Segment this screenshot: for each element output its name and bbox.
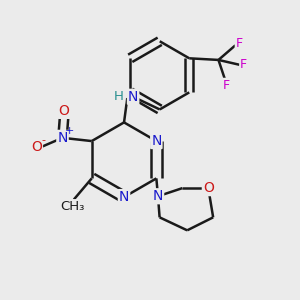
Text: N: N <box>57 131 68 145</box>
Text: F: F <box>223 79 230 92</box>
Text: +: + <box>65 126 74 136</box>
Text: F: F <box>236 37 243 50</box>
Text: H: H <box>114 90 124 103</box>
Text: O: O <box>203 181 214 195</box>
Text: O: O <box>31 140 42 154</box>
Text: -: - <box>42 135 46 146</box>
Text: F: F <box>240 58 247 71</box>
Text: CH₃: CH₃ <box>60 200 84 213</box>
Text: N: N <box>153 189 163 203</box>
Text: O: O <box>59 104 70 118</box>
Text: N: N <box>119 190 129 204</box>
Text: N: N <box>151 134 161 148</box>
Text: N: N <box>128 90 138 104</box>
